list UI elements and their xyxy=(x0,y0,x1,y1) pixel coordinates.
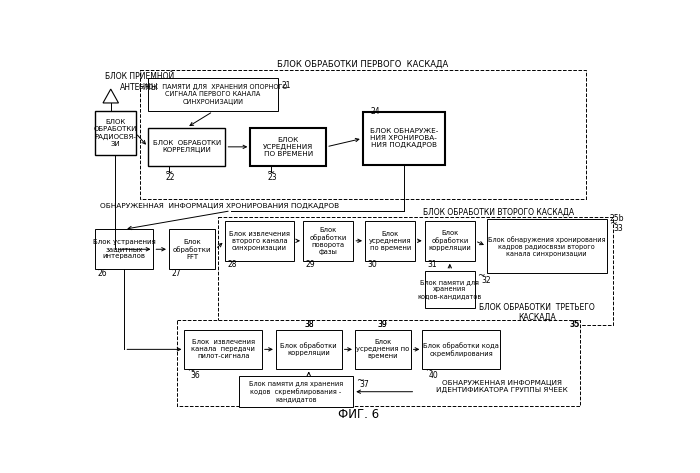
Text: ~: ~ xyxy=(267,168,275,178)
Bar xyxy=(95,111,136,155)
Bar xyxy=(184,330,262,368)
Bar xyxy=(355,330,411,368)
Text: Блок извлечения
второго канала
синхронизации: Блок извлечения второго канала синхрониз… xyxy=(229,231,290,251)
Text: 36: 36 xyxy=(190,371,200,380)
Text: 35: 35 xyxy=(570,320,580,329)
Text: ~: ~ xyxy=(356,376,363,385)
Bar xyxy=(425,221,475,261)
Text: 25b: 25b xyxy=(609,214,624,223)
Text: БЛОК ОБНАРУЖЕ-
НИЯ ХРОНИРОВА-
НИЯ ПОДКАДРОВ: БЛОК ОБНАРУЖЕ- НИЯ ХРОНИРОВА- НИЯ ПОДКАД… xyxy=(370,128,438,149)
Text: Блок
усреднения по
времени: Блок усреднения по времени xyxy=(356,339,410,359)
Text: 38: 38 xyxy=(304,320,314,329)
Text: Блок обработки
корреляции: Блок обработки корреляции xyxy=(281,342,337,356)
Bar xyxy=(276,330,342,368)
Text: 23: 23 xyxy=(267,173,277,182)
Text: БЛОК ОБРАБОТКИ  ТРЕТЬЕГО
КАСКАДА: БЛОК ОБРАБОТКИ ТРЕТЬЕГО КАСКАДА xyxy=(479,303,595,322)
Text: ~: ~ xyxy=(425,367,432,376)
Text: Блок
обработки
корреляции: Блок обработки корреляции xyxy=(428,230,471,251)
Bar xyxy=(251,128,326,166)
Bar xyxy=(148,78,278,112)
Text: Блок обработки кода
скремблирования: Блок обработки кода скремблирования xyxy=(423,342,499,357)
Text: 38: 38 xyxy=(304,320,314,329)
Text: Блок обнаружения хронирования
кадров радиосвязи второго
канала синхронизации: Блок обнаружения хронирования кадров рад… xyxy=(488,236,606,256)
Text: 33: 33 xyxy=(613,224,623,233)
Text: ~: ~ xyxy=(187,367,194,376)
Text: 39: 39 xyxy=(378,320,388,329)
Text: БЛОК
ОБРАБОТКИ
РАДИОСВЯ-
ЗИ: БЛОК ОБРАБОТКИ РАДИОСВЯ- ЗИ xyxy=(94,119,137,147)
Bar xyxy=(422,330,500,368)
Text: ОБНАРУЖЕННАЯ  ИНФОРМАЦИЯ ХРОНИРОВАНИЯ ПОДКАДРОВ: ОБНАРУЖЕННАЯ ИНФОРМАЦИЯ ХРОНИРОВАНИЯ ПОД… xyxy=(99,203,339,209)
Bar xyxy=(95,229,153,269)
Text: 26: 26 xyxy=(97,269,107,278)
Text: 30: 30 xyxy=(368,260,377,269)
Text: Блок устранения
защитных
интервалов: Блок устранения защитных интервалов xyxy=(93,239,155,259)
Text: ОБНАРУЖЕННАЯ ИНФОРМАЦИЯ
ИДЕНТИФИКАТОРА ГРУППЫ ЯЧЕЕК: ОБНАРУЖЕННАЯ ИНФОРМАЦИЯ ИДЕНТИФИКАТОРА Г… xyxy=(436,380,568,393)
Text: 28: 28 xyxy=(227,260,237,269)
Bar xyxy=(140,70,586,199)
Bar xyxy=(365,221,415,261)
Text: БЛОК
УСРЕДНЕНИЯ
ПО ВРЕМЕНИ: БЛОК УСРЕДНЕНИЯ ПО ВРЕМЕНИ xyxy=(263,137,314,157)
Bar xyxy=(176,320,580,406)
Text: 32: 32 xyxy=(481,276,491,285)
Text: БЛОК ОБРАБОТКИ ПЕРВОГО  КАСКАДА: БЛОК ОБРАБОТКИ ПЕРВОГО КАСКАДА xyxy=(277,60,449,69)
Bar xyxy=(303,221,354,261)
Text: БЛОК ПРИЕМНОЙ
АНТЕННЫ: БЛОК ПРИЕМНОЙ АНТЕННЫ xyxy=(104,72,174,92)
Text: 40: 40 xyxy=(428,371,438,380)
Text: Блок
обработки
FFT: Блок обработки FFT xyxy=(173,239,211,260)
Bar xyxy=(486,219,607,273)
Text: Блок
усреднения
по времени: Блок усреднения по времени xyxy=(369,231,412,251)
Text: 37: 37 xyxy=(360,380,370,389)
Text: 22: 22 xyxy=(165,173,174,182)
Text: 21: 21 xyxy=(281,81,290,90)
Text: 39: 39 xyxy=(378,320,388,329)
Bar xyxy=(225,221,295,261)
Bar xyxy=(363,112,444,165)
Bar xyxy=(169,229,216,269)
Text: ~: ~ xyxy=(609,219,617,228)
Text: БЛОК  ПАМЯТИ ДЛЯ  ХРАНЕНИЯ ОПОРНОГО
СИГНАЛА ПЕРВОГО КАНАЛА
СИНХРОНИЗАЦИИ: БЛОК ПАМЯТИ ДЛЯ ХРАНЕНИЯ ОПОРНОГО СИГНАЛ… xyxy=(139,84,287,105)
Text: 31: 31 xyxy=(427,260,437,269)
Text: 27: 27 xyxy=(172,269,181,278)
Bar xyxy=(218,217,613,325)
Bar xyxy=(148,128,225,166)
Text: 29: 29 xyxy=(305,260,315,269)
Text: ~: ~ xyxy=(165,168,173,178)
Bar xyxy=(425,271,475,308)
Text: Блок памяти для хранения
кодов  скремблирования -
кандидатов: Блок памяти для хранения кодов скремблир… xyxy=(249,381,343,402)
Text: Блок  извлечения
канала  передачи
пилот-сигнала: Блок извлечения канала передачи пилот-си… xyxy=(191,339,255,359)
Text: Блок памяти для
хранения
кодов-кандидатов: Блок памяти для хранения кодов-кандидато… xyxy=(418,279,482,299)
Text: БЛОК  ОБРАБОТКИ
КОРРЕЛЯЦИИ: БЛОК ОБРАБОТКИ КОРРЕЛЯЦИИ xyxy=(153,140,220,153)
Text: ~: ~ xyxy=(477,271,485,280)
Text: Блок
обработки
поворота
фазы: Блок обработки поворота фазы xyxy=(309,227,346,255)
Text: ФИГ. 6: ФИГ. 6 xyxy=(338,408,379,421)
Text: 24: 24 xyxy=(370,107,380,116)
Text: БЛОК ОБРАБОТКИ ВТОРОГО КАСКАДА: БЛОК ОБРАБОТКИ ВТОРОГО КАСКАДА xyxy=(423,208,574,217)
Bar xyxy=(239,377,354,407)
